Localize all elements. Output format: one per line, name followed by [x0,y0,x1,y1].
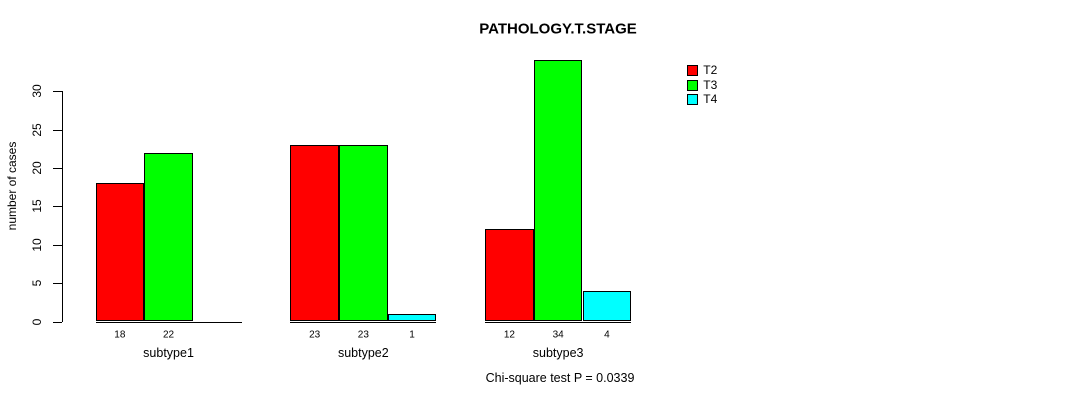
y-axis-tick-label: 25 [30,122,44,137]
bar-value-label-subtype1-T3: 22 [162,329,175,340]
bar-value-label-subtype2-T2: 23 [309,329,321,340]
y-axis-tick-label: 30 [30,84,44,98]
legend-swatch-T2 [687,65,699,77]
y-axis-tick [52,283,62,285]
y-axis-tick [52,167,62,169]
bar-subtype2-T4 [387,313,437,322]
y-axis-tick [52,129,62,131]
y-axis-tick [52,244,62,246]
category-label-subtype1: subtype1 [143,345,194,360]
bar-subtype3-T3 [533,60,583,322]
y-axis-tick [52,206,62,208]
y-axis-tick [52,321,62,323]
group-baseline [95,321,242,323]
chi-square-annotation: Chi-square test P = 0.0339 [485,371,635,385]
y-axis-line [61,91,63,323]
legend-label-T4: T4 [703,92,718,107]
legend-item-T2: T2 [687,63,718,77]
y-axis-tick-label: 10 [30,238,44,252]
bar-subtype1-T2 [95,183,145,322]
category-label-subtype3: subtype3 [532,345,584,360]
legend-label-T3: T3 [703,77,718,92]
legend-label-T2: T2 [703,63,718,77]
bar-subtype2-T3 [339,144,388,322]
bar-subtype1-T3 [144,152,193,322]
y-axis-tick-label: 20 [30,161,44,175]
bar-value-label-subtype3-T3: 34 [552,329,564,340]
legend-swatch-T4 [687,94,699,106]
bar-value-label-subtype3-T4: 4 [604,329,610,340]
bar-value-label-subtype2-T3: 23 [357,329,369,340]
y-axis-tick-label: 0 [30,318,44,325]
bar-value-label-subtype1-T2: 18 [114,329,126,340]
legend-item-T4: T4 [687,92,718,107]
group-baseline [290,321,437,323]
legend-item-T3: T3 [687,77,718,92]
category-label-subtype2: subtype2 [337,345,389,360]
group-baseline [485,321,632,323]
y-axis-tick-label: 15 [30,199,44,213]
legend-swatch-T3 [687,79,699,91]
chart-title: PATHOLOGY.T.STAGE [479,20,637,38]
bar-subtype3-T2 [485,229,534,322]
y-axis-tick [52,91,62,93]
legend: T2 T3 T4 [687,63,718,109]
y-axis-tick-label: 5 [30,279,44,287]
bar-value-label-subtype2-T4: 1 [409,329,415,340]
bar-subtype2-T2 [290,144,339,322]
bar-value-label-subtype3-T2: 12 [503,329,515,340]
bar-subtype3-T4 [582,290,632,322]
